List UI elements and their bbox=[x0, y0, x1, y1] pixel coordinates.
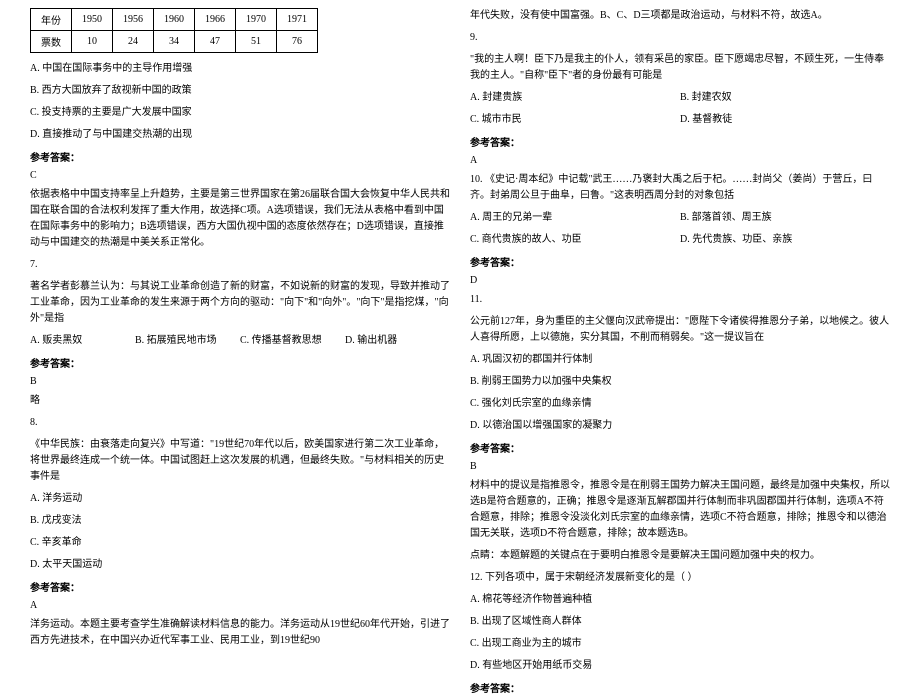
q10-opt-c: C. 商代贵族的故人、功臣 bbox=[470, 232, 680, 248]
q10-opts-1: A. 周王的兄弟一辈 B. 部落首领、周王族 bbox=[470, 210, 890, 226]
vote-table: 年份 1950 1956 1960 1966 1970 1971 票数 10 2… bbox=[30, 8, 318, 53]
q11-tip: 点睛：本题解题的关键点在于要明白推恩令是要解决王国问题加强中央的权力。 bbox=[470, 548, 890, 564]
cell: 1971 bbox=[277, 9, 318, 31]
q11-opt-d: D. 以德治国以增强国家的凝聚力 bbox=[470, 418, 890, 434]
q7-opt-a: A. 贩卖黑奴 bbox=[30, 333, 135, 349]
q9-opts-2: C. 城市市民 D. 基督教徒 bbox=[470, 112, 890, 128]
q12-stem: 12. 下列各项中，属于宋朝经济发展新变化的是（ ） bbox=[470, 570, 890, 586]
answer-value: B bbox=[470, 461, 890, 472]
q6-opt-b: B. 西方大国放弃了敌视新中国的政策 bbox=[30, 83, 450, 99]
q7-opt-b: B. 拓展殖民地市场 bbox=[135, 333, 240, 349]
q9-opts-1: A. 封建贵族 B. 封建农奴 bbox=[470, 90, 890, 106]
answer-value: A bbox=[30, 600, 450, 611]
q11-explain: 材料中的提议是指推恩令，推恩令是在削弱王国势力解决王国问题，最终是加强中央集权，… bbox=[470, 478, 890, 542]
cell: 1956 bbox=[113, 9, 154, 31]
q10-opt-d: D. 先代贵族、功臣、亲族 bbox=[680, 232, 890, 248]
q10-opt-b: B. 部落首领、周王族 bbox=[680, 210, 890, 226]
q10-num: 10. bbox=[470, 174, 483, 185]
cell: 10 bbox=[72, 31, 113, 53]
q8-opt-b: B. 戊戌变法 bbox=[30, 513, 450, 529]
answer-label: 参考答案： bbox=[30, 355, 450, 370]
q8-explain-cont: 年代失败，没有使中国富强。B、C、D三项都是政治运动，与材料不符，故选A。 bbox=[470, 8, 890, 24]
q12-opt-c: C. 出现工商业为主的城市 bbox=[470, 636, 890, 652]
cell: 47 bbox=[195, 31, 236, 53]
q8-stem: 《中华民族：由衰落走向复兴》中写道："19世纪70年代以后，欧美国家进行第二次工… bbox=[30, 437, 450, 485]
right-column: 年代失败，没有使中国富强。B、C、D三项都是政治运动，与材料不符，故选A。 9.… bbox=[460, 8, 900, 643]
q9-num: 9. bbox=[470, 30, 890, 46]
q8-opt-c: C. 辛亥革命 bbox=[30, 535, 450, 551]
cell: 1960 bbox=[154, 9, 195, 31]
answer-label: 参考答案： bbox=[470, 440, 890, 455]
q9-stem: "我的主人啊！臣下乃是我主的仆人，领有采邑的家臣。臣下愿竭忠尽智，不顾生死，一生… bbox=[470, 52, 890, 84]
q6-opt-d: D. 直接推动了与中国建交热潮的出现 bbox=[30, 127, 450, 143]
q11-opt-a: A. 巩固汉初的郡国并行体制 bbox=[470, 352, 890, 368]
answer-label: 参考答案： bbox=[470, 134, 890, 149]
q7-num: 7. bbox=[30, 257, 450, 273]
q9-opt-c: C. 城市市民 bbox=[470, 112, 680, 128]
cell: 1950 bbox=[72, 9, 113, 31]
q9-opt-d: D. 基督教徒 bbox=[680, 112, 890, 128]
answer-label: 参考答案： bbox=[30, 149, 450, 164]
q11-num: 11. bbox=[470, 292, 890, 308]
q10-opt-a: A. 周王的兄弟一辈 bbox=[470, 210, 680, 226]
cell: 1970 bbox=[236, 9, 277, 31]
q7-opts: A. 贩卖黑奴 B. 拓展殖民地市场 C. 传播基督教思想 D. 输出机器 bbox=[30, 333, 450, 349]
q9-opt-b: B. 封建农奴 bbox=[680, 90, 890, 106]
q8-num: 8. bbox=[30, 415, 450, 431]
cell: 1966 bbox=[195, 9, 236, 31]
q7-opt-d: D. 输出机器 bbox=[345, 333, 450, 349]
q8-opt-d: D. 太平天国运动 bbox=[30, 557, 450, 573]
q12-opt-a: A. 棉花等经济作物普遍种植 bbox=[470, 592, 890, 608]
table-row: 票数 10 24 34 47 51 76 bbox=[31, 31, 318, 53]
q7-opt-c: C. 传播基督教思想 bbox=[240, 333, 345, 349]
answer-value: C bbox=[30, 170, 450, 181]
cell: 24 bbox=[113, 31, 154, 53]
q12-opt-b: B. 出现了区域性商人群体 bbox=[470, 614, 890, 630]
cell: 76 bbox=[277, 31, 318, 53]
answer-label: 参考答案： bbox=[470, 254, 890, 269]
q6-opt-a: A. 中国在国际事务中的主导作用增强 bbox=[30, 61, 450, 77]
cell: 票数 bbox=[31, 31, 72, 53]
table-row: 年份 1950 1956 1960 1966 1970 1971 bbox=[31, 9, 318, 31]
q12-num: 12. bbox=[470, 572, 483, 583]
cell: 34 bbox=[154, 31, 195, 53]
q10-opts-2: C. 商代贵族的故人、功臣 D. 先代贵族、功臣、亲族 bbox=[470, 232, 890, 248]
q9-opt-a: A. 封建贵族 bbox=[470, 90, 680, 106]
q6-opt-c: C. 投支持票的主要是广大发展中国家 bbox=[30, 105, 450, 121]
q11-stem: 公元前127年，身为重臣的主父偃向汉武帝提出："愿陛下令诸侯得推恩分子弟，以地候… bbox=[470, 314, 890, 346]
q8-opt-a: A. 洋务运动 bbox=[30, 491, 450, 507]
answer-label: 参考答案： bbox=[30, 579, 450, 594]
q10-stem: 10. 《史记·周本纪》中记载"武王……乃褒封大禹之后于杞。……封尚父（姜尚）于… bbox=[470, 172, 890, 204]
left-column: 年份 1950 1956 1960 1966 1970 1971 票数 10 2… bbox=[20, 8, 460, 643]
cell: 51 bbox=[236, 31, 277, 53]
cell: 年份 bbox=[31, 9, 72, 31]
q6-explain: 依据表格中中国支持率呈上升趋势，主要是第三世界国家在第26届联合国大会恢复中华人… bbox=[30, 187, 450, 251]
q8-explain: 洋务运动。本题主要考查学生准确解读材料信息的能力。洋务运动从19世纪60年代开始… bbox=[30, 617, 450, 649]
answer-value: A bbox=[470, 155, 890, 166]
q11-opt-b: B. 削弱王国势力以加强中央集权 bbox=[470, 374, 890, 390]
answer-label: 参考答案： bbox=[470, 680, 890, 695]
q7-explain: 略 bbox=[30, 393, 450, 409]
q12-opt-d: D. 有些地区开始用纸币交易 bbox=[470, 658, 890, 674]
answer-value: B bbox=[30, 376, 450, 387]
q11-opt-c: C. 强化刘氏宗室的血缘亲情 bbox=[470, 396, 890, 412]
q7-stem: 著名学者彭慕兰认为：与其说工业革命创造了新的财富，不如说新的财富的发现，导致并推… bbox=[30, 279, 450, 327]
answer-value: D bbox=[470, 275, 890, 286]
